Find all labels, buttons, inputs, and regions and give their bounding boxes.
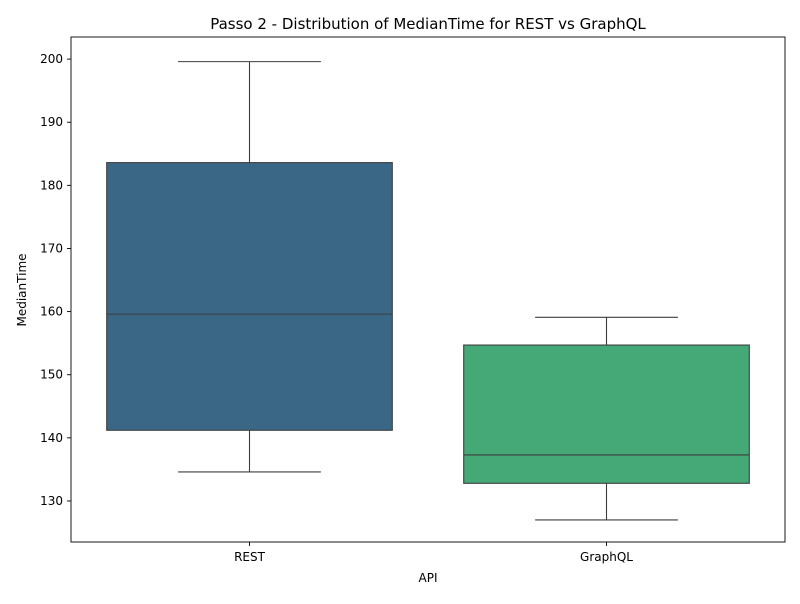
y-tick-label: 160 (40, 305, 63, 319)
x-tick-label: REST (234, 550, 266, 564)
plot-frame (70, 36, 786, 543)
chart-title: Passo 2 - Distribution of MedianTime for… (210, 15, 646, 33)
y-tick-label: 130 (40, 494, 63, 508)
x-tick-label: GraphQL (580, 550, 633, 564)
y-tick-label: 190 (40, 115, 63, 129)
x-axis-label: API (419, 571, 438, 585)
y-tick-label: 140 (40, 431, 63, 445)
y-tick-label: 200 (40, 52, 63, 66)
y-tick-label: 150 (40, 368, 63, 382)
y-axis-label: MedianTime (15, 253, 29, 326)
y-tick-label: 170 (40, 241, 63, 255)
graphql-box (463, 344, 750, 484)
rest-box (106, 162, 393, 431)
y-tick-label: 180 (40, 178, 63, 192)
